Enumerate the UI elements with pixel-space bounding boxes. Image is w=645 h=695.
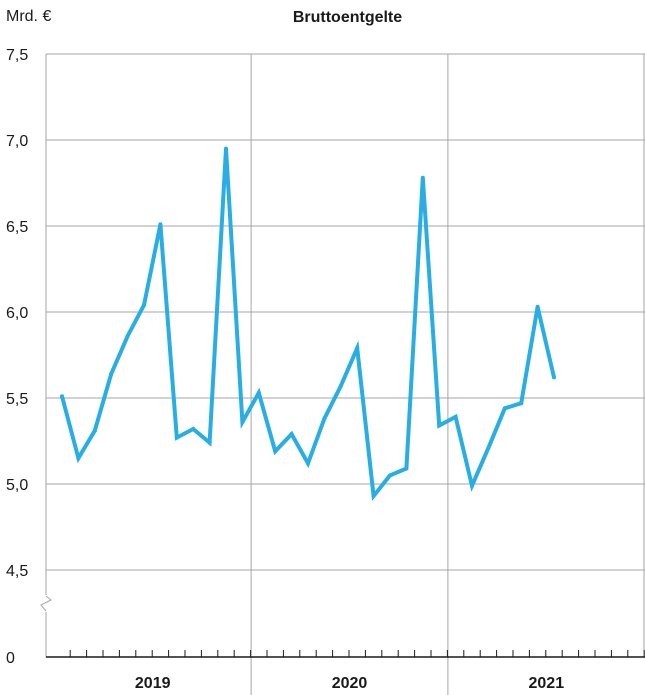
data-point: [552, 375, 556, 380]
data-series: [60, 146, 556, 502]
data-point: [322, 416, 327, 421]
data-point: [224, 146, 228, 151]
data-point: [92, 428, 97, 433]
x-axis: [46, 650, 645, 658]
data-point: [338, 384, 343, 388]
data-point: [437, 423, 442, 428]
y-tick-label: 7,0: [6, 133, 28, 150]
axis-break-mark: [40, 595, 52, 612]
data-point: [109, 371, 114, 376]
data-point: [191, 427, 196, 431]
chart-title: Bruttoentgelte: [292, 9, 403, 26]
data-point: [240, 420, 245, 425]
y-tick-label: 7,5: [6, 47, 28, 64]
data-point: [535, 304, 540, 309]
data-point: [60, 394, 64, 399]
data-point: [256, 390, 261, 395]
data-point: [306, 461, 310, 466]
data-point: [289, 432, 294, 437]
y-tick-label: 6,0: [6, 305, 28, 322]
data-point: [486, 445, 491, 450]
y-tick-label: 0: [6, 650, 15, 667]
series-line: [60, 148, 556, 502]
data-point: [502, 406, 507, 411]
x-tick-labels: 2019 2020 2021: [135, 675, 564, 692]
x-tick-label-2021: 2021: [529, 675, 565, 692]
data-point: [273, 449, 278, 454]
data-point: [453, 414, 458, 419]
data-point: [388, 473, 392, 478]
data-point: [158, 222, 163, 227]
data-point: [470, 483, 474, 488]
data-point: [404, 466, 409, 471]
data-point: [142, 303, 146, 308]
data-point: [355, 346, 360, 351]
data-point: [174, 435, 179, 440]
y-tick-label: 4,5: [6, 563, 28, 580]
x-tick-label-2020: 2020: [332, 675, 368, 692]
y-tick-labels: 0 4,5 5,0 5,5 6,0 6,5 7,0 7,5: [6, 47, 28, 667]
data-point: [125, 334, 130, 339]
data-point: [371, 494, 376, 498]
y-tick-label: 6,5: [6, 219, 28, 236]
y-axis-unit-label: Mrd. €: [6, 8, 52, 25]
data-point: [207, 440, 212, 445]
y-tick-label: 5,0: [6, 477, 28, 494]
data-point: [519, 401, 524, 406]
data-point: [76, 456, 81, 461]
gridlines: [40, 53, 645, 695]
x-tick-label-2019: 2019: [135, 675, 171, 692]
y-tick-label: 5,5: [6, 391, 28, 408]
data-point: [420, 175, 425, 180]
